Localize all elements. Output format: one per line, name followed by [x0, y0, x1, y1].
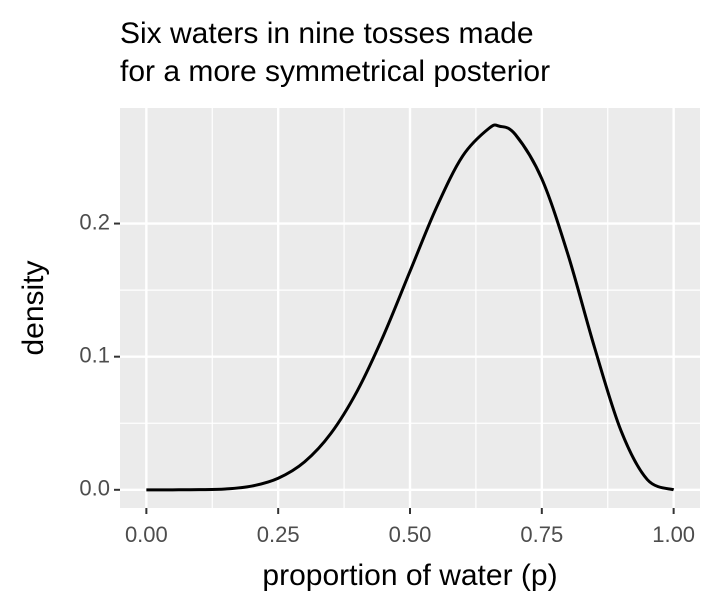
x-tick-label: 0.00 — [125, 522, 168, 547]
x-tick-label: 0.50 — [389, 522, 432, 547]
chart-title: for a more symmetrical posterior — [120, 55, 550, 88]
chart-title: Six waters in nine tosses made — [120, 17, 534, 50]
x-tick-label: 0.75 — [520, 522, 563, 547]
x-tick-label: 1.00 — [652, 522, 695, 547]
density-line — [146, 123, 675, 492]
x-tick-label: 0.25 — [257, 522, 300, 547]
y-tick-label: 0.0 — [79, 476, 110, 501]
y-tick-label: 0.2 — [79, 209, 110, 234]
x-axis-label: proportion of water (p) — [262, 559, 557, 592]
y-tick-label: 0.1 — [79, 342, 110, 367]
y-axis-label: density — [17, 260, 50, 355]
